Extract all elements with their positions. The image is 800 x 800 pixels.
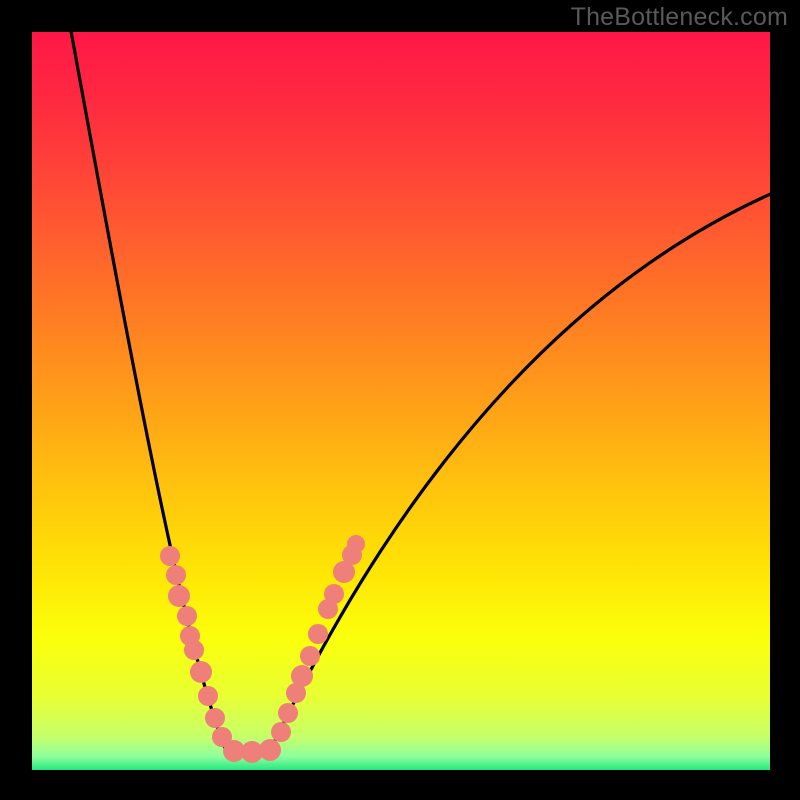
data-marker: [177, 606, 197, 626]
data-marker: [271, 722, 291, 742]
chart-svg: [0, 0, 800, 800]
chart-stage: TheBottleneck.com: [0, 0, 800, 800]
data-marker: [166, 565, 186, 585]
data-marker: [168, 585, 190, 607]
data-marker: [324, 584, 344, 604]
data-marker: [308, 624, 328, 644]
watermark-text: TheBottleneck.com: [571, 3, 788, 32]
data-marker: [300, 646, 320, 666]
data-marker: [184, 640, 204, 660]
data-marker: [259, 739, 281, 761]
data-marker: [198, 686, 218, 706]
data-marker: [291, 665, 313, 687]
data-marker: [205, 708, 225, 728]
data-marker: [347, 535, 365, 553]
data-marker: [190, 661, 212, 683]
plot-background: [32, 32, 770, 770]
data-marker: [278, 703, 298, 723]
data-marker: [160, 546, 180, 566]
